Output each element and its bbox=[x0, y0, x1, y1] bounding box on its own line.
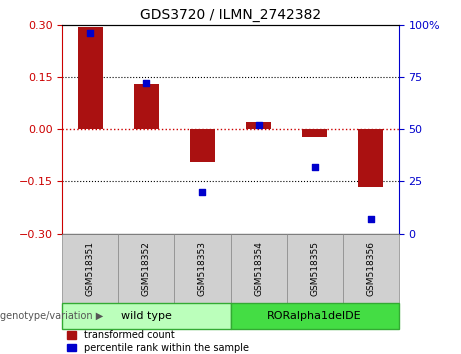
Point bbox=[87, 30, 94, 36]
Bar bbox=[358, 129, 384, 187]
Text: RORalpha1delDE: RORalpha1delDE bbox=[267, 311, 362, 321]
Bar bbox=[190, 129, 215, 162]
Point bbox=[311, 164, 318, 170]
Text: genotype/variation ▶: genotype/variation ▶ bbox=[0, 311, 103, 321]
Bar bbox=[246, 121, 271, 129]
Point bbox=[367, 216, 374, 222]
Text: GSM518352: GSM518352 bbox=[142, 241, 151, 296]
Point bbox=[199, 189, 206, 195]
Text: GSM518351: GSM518351 bbox=[86, 241, 95, 296]
Bar bbox=[302, 129, 327, 137]
Bar bbox=[134, 84, 159, 129]
Point bbox=[142, 80, 150, 86]
Legend: transformed count, percentile rank within the sample: transformed count, percentile rank withi… bbox=[67, 330, 248, 353]
Text: GSM518353: GSM518353 bbox=[198, 241, 207, 296]
Text: GSM518356: GSM518356 bbox=[366, 241, 375, 296]
Text: wild type: wild type bbox=[121, 311, 172, 321]
Text: GSM518354: GSM518354 bbox=[254, 241, 263, 296]
Point bbox=[255, 122, 262, 128]
Bar bbox=[77, 27, 103, 129]
Title: GDS3720 / ILMN_2742382: GDS3720 / ILMN_2742382 bbox=[140, 8, 321, 22]
Text: GSM518355: GSM518355 bbox=[310, 241, 319, 296]
